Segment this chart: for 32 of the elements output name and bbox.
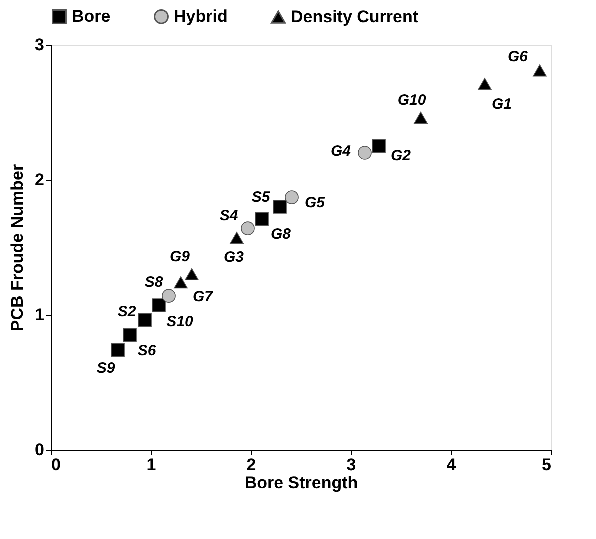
y-tick-label: 2 bbox=[35, 170, 44, 190]
annotation: S9 bbox=[96, 360, 116, 378]
y-tick-label: 3 bbox=[35, 36, 44, 54]
annotation: G3 bbox=[224, 249, 245, 266]
x-axis-title: Bore Strength bbox=[244, 474, 358, 492]
annotation: S10 bbox=[166, 314, 194, 331]
annotation: G9 bbox=[170, 248, 191, 266]
legend-label: Bore bbox=[72, 6, 111, 26]
annotation: S2 bbox=[118, 303, 137, 320]
x-tick-label: 5 bbox=[542, 456, 552, 474]
y-tick-label: 1 bbox=[35, 306, 44, 324]
annotation: S5 bbox=[252, 189, 271, 206]
annotation: G10 bbox=[398, 92, 427, 109]
annotation: G2 bbox=[390, 147, 412, 164]
annotation: G5 bbox=[304, 194, 326, 212]
x-tick-label: 1 bbox=[146, 456, 156, 474]
annotation: S6 bbox=[138, 342, 157, 360]
annotation: G4 bbox=[330, 143, 352, 160]
y-axis-title: PCB Froude Number bbox=[8, 164, 28, 332]
x-tick-label: 0 bbox=[52, 456, 61, 474]
y-tick-label: 0 bbox=[35, 440, 44, 460]
annotation: S8 bbox=[144, 274, 164, 292]
x-tick-label: 3 bbox=[346, 456, 356, 474]
legend-label: Density Current bbox=[291, 7, 419, 26]
annotation: G1 bbox=[492, 96, 512, 114]
annotation: G7 bbox=[192, 288, 214, 306]
legend-label: Hybrid bbox=[174, 6, 228, 26]
x-tick-label: 2 bbox=[246, 456, 256, 474]
x-tick-label: 4 bbox=[446, 456, 457, 474]
annotation: G8 bbox=[270, 226, 292, 244]
annotation: G6 bbox=[508, 48, 529, 66]
annotation: S4 bbox=[220, 208, 239, 225]
